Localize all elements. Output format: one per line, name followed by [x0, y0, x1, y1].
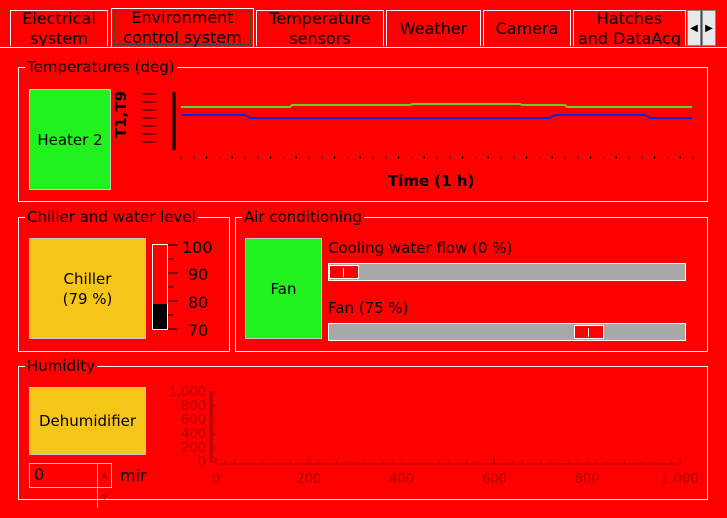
humidity-x-tick-label: 200 [296, 472, 321, 487]
air-conditioning-legend: Air conditioning [244, 208, 362, 226]
tab-bar: Electrical system Environment control sy… [0, 0, 727, 48]
water-level-fill [153, 303, 167, 329]
tab-hatches-and-dataacq[interactable]: Hatches and DataAcq [573, 10, 686, 46]
humidity-spin-value: 0 [34, 465, 45, 484]
cooling-water-flow-label: Cooling water flow (0 %) [328, 239, 513, 257]
humidity-x-tick-label: 400 [389, 472, 414, 487]
tab-scroll-right-icon[interactable]: ▶ [702, 10, 716, 46]
humidity-y-tick-label: 1,000 [169, 385, 206, 400]
chiller-legend: Chiller and water level [27, 208, 196, 226]
humidity-y-tick-label: 400 [181, 427, 206, 442]
temperatures-x-axis-label: Time (1 h) [388, 172, 475, 190]
tab-temperature-sensors[interactable]: Temperature sensors [256, 10, 384, 46]
temperatures-y-axis-label: T1,T9 [112, 90, 130, 138]
temperatures-group: Temperatures (deg) [18, 60, 708, 202]
humidity-unit-label: mir [120, 466, 147, 485]
temperatures-chart [142, 92, 694, 159]
humidity-x-tick-label: 600 [482, 472, 507, 487]
water-level-gauge [152, 244, 168, 330]
heater-2-button[interactable]: Heater 2 [29, 89, 111, 190]
temperatures-y-tick-marks [142, 92, 176, 150]
chiller-group: Chiller and water level [18, 210, 230, 352]
spin-up-icon[interactable]: ▲ [97, 464, 111, 486]
temperatures-series-line-blue [181, 114, 692, 119]
tab-divider [0, 47, 727, 48]
temperatures-x-tick-marks [180, 156, 694, 159]
humidity-x-axis: 0 200 400 600 800 1,000 [212, 458, 699, 487]
humidity-y-tick-label: 200 [181, 441, 206, 456]
cooling-water-flow-slider-handle[interactable] [329, 265, 359, 279]
humidity-group: Humidity [18, 359, 708, 500]
fan-speed-label: Fan (75 %) [328, 299, 409, 317]
water-level-tick-80: 80 [188, 293, 209, 312]
water-level-tick-70: 70 [188, 321, 209, 340]
water-level-ticks [168, 244, 178, 330]
humidity-x-tick-label: 0 [212, 472, 220, 487]
dehumidifier-button[interactable]: Dehumidifier [29, 387, 146, 455]
fan-speed-slider-handle[interactable] [574, 325, 604, 339]
humidity-y-tick-label: 600 [181, 413, 206, 428]
cooling-water-flow-slider[interactable] [328, 263, 686, 281]
air-conditioning-group: Air conditioning [235, 210, 708, 352]
tab-camera[interactable]: Camera [483, 10, 571, 46]
fan-button[interactable]: Fan [245, 238, 322, 339]
humidity-spin-input[interactable]: 0 ▲ ▼ [29, 463, 112, 508]
spin-down-icon[interactable]: ▼ [97, 486, 111, 508]
fan-speed-slider[interactable] [328, 323, 686, 341]
temperatures-legend: Temperatures (deg) [27, 58, 175, 76]
temperatures-series-line-green [181, 103, 692, 108]
tab-environment-control-system[interactable]: Environment control system [111, 8, 254, 48]
humidity-x-tick-label: 800 [575, 472, 600, 487]
humidity-legend: Humidity [27, 357, 96, 375]
humidity-y-tick-label: 0 [198, 455, 206, 470]
tab-electrical-system[interactable]: Electrical system [10, 10, 108, 46]
water-level-tick-90: 90 [188, 265, 209, 284]
chiller-button[interactable]: Chiller (79 %) [29, 238, 146, 339]
humidity-y-tick-label: 800 [181, 399, 206, 414]
tab-scroll-left-icon[interactable]: ◀ [687, 10, 701, 46]
water-level-tick-100: 100 [182, 238, 213, 257]
tab-weather[interactable]: Weather [386, 10, 481, 46]
humidity-x-tick-label: 1,000 [661, 472, 698, 487]
